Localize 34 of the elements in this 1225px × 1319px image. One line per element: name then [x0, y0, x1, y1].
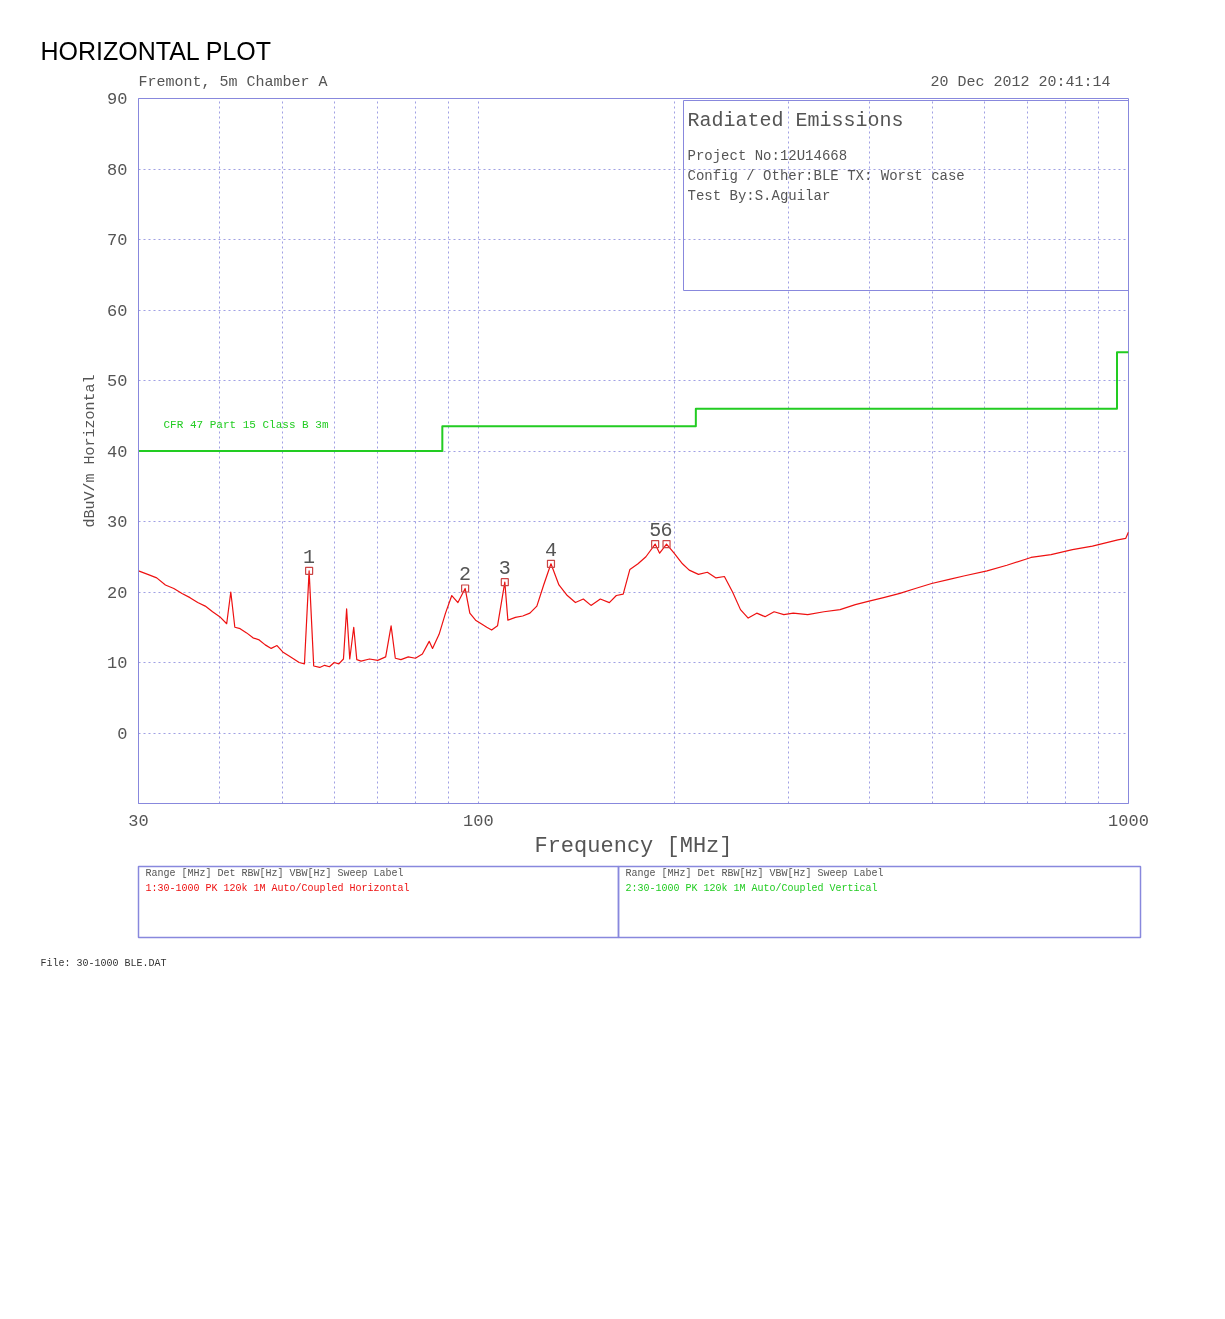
text: 2:30-1000 PK 120k 1M Auto/Coupled Vertical [625, 883, 878, 894]
y-axis-title: dBuV/m Horizontal [82, 374, 100, 528]
y-tick-label: 50 [107, 372, 128, 391]
annotation: 2 [459, 563, 472, 587]
annotation: Config / Other:BLE TX: Worst case [687, 167, 965, 184]
y-tick-label: 10 [107, 654, 128, 673]
y-tick-label: 40 [107, 442, 128, 462]
series-label: CFR 47 Part 15 Class B 3m [163, 419, 329, 431]
x-tick-label: 30 [128, 811, 149, 831]
y-tick-label: 0 [117, 724, 128, 744]
x-tick-label: 100 [463, 811, 494, 831]
text: Fremont, 5m Chamber A [138, 74, 328, 91]
annotation: Project No:12U14668 [687, 147, 848, 164]
annotation: 5 [649, 519, 662, 543]
annotation: 1 [303, 545, 316, 569]
y-tick-label: 60 [107, 301, 128, 321]
text: File: 30-1000 BLE.DAT [40, 958, 167, 969]
x-axis-title: Frequency [MHz] [534, 833, 733, 859]
text: 1:30-1000 PK 120k 1M Auto/Coupled Horizontal [145, 883, 410, 894]
annotation: 3 [498, 557, 511, 581]
chart-title: HORIZONTAL PLOT [40, 36, 272, 65]
x-tick-label: 1000 [1108, 811, 1149, 831]
y-tick-label: 70 [107, 231, 128, 250]
text: Range [MHz] Det RBW[Hz] VBW[Hz] Sweep Label [145, 868, 404, 879]
annotation: Radiated Emissions [687, 109, 904, 132]
text: 20 Dec 2012 20:41:14 [930, 74, 1111, 91]
y-tick-label: 90 [107, 90, 128, 109]
text: Range [MHz] Det RBW[Hz] VBW[Hz] Sweep Label [625, 868, 884, 879]
y-tick-label: 30 [107, 513, 128, 532]
annotation: Test By:S.Aguilar [687, 187, 831, 204]
annotation: 4 [544, 538, 557, 562]
annotation: 6 [660, 519, 673, 543]
y-tick-label: 20 [107, 583, 128, 603]
y-tick-label: 80 [107, 160, 128, 180]
